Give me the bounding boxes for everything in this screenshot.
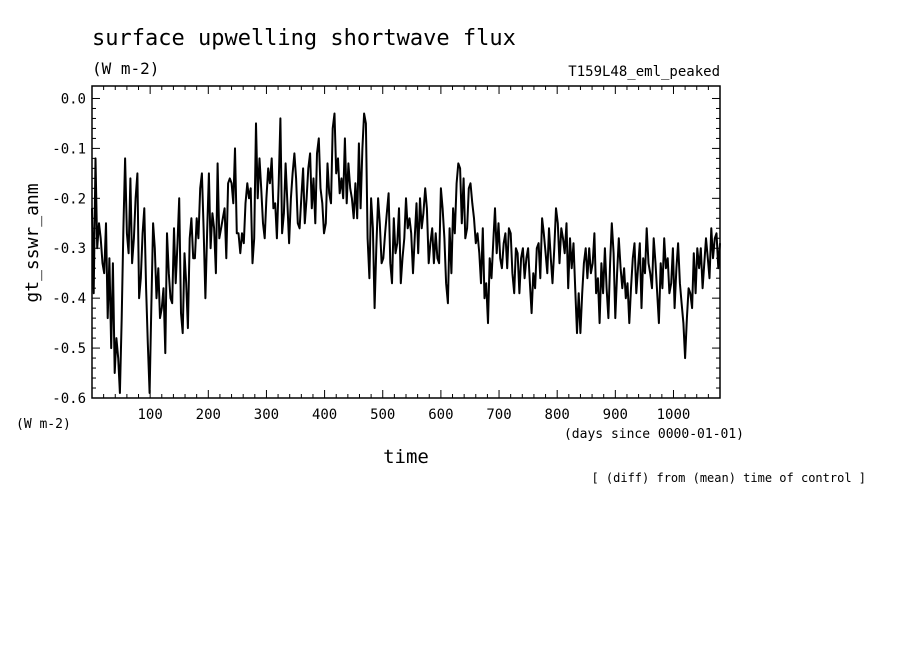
y-tick-label: -0.4 <box>52 291 86 307</box>
y-axis-ticks: 0.0 -0.1 -0.2 -0.3 -0.4 -0.5 -0.6 <box>52 91 720 407</box>
x-tick-label: 500 <box>370 407 395 423</box>
y-tick-label: -0.1 <box>52 141 86 157</box>
y-axis-unit: (W m-2) <box>16 417 71 432</box>
x-tick-label: 300 <box>254 407 279 423</box>
y-axis-label: gt_sswr_anm <box>22 183 43 302</box>
y-tick-label: -0.5 <box>52 341 86 357</box>
y-tick-label: 0.0 <box>61 91 86 107</box>
series-line <box>91 112 721 394</box>
x-tick-label: 400 <box>312 407 337 423</box>
chart-title: surface upwelling shortwave flux <box>92 26 516 51</box>
x-tick-label: 600 <box>428 407 453 423</box>
y-tick-label: -0.6 <box>52 391 86 407</box>
plot-frame <box>91 85 721 399</box>
x-tick-label: 200 <box>196 407 221 423</box>
x-tick-label: 100 <box>137 407 162 423</box>
chart-subtitle: (W m-2) <box>92 59 159 78</box>
x-tick-label: 700 <box>486 407 511 423</box>
x-tick-label: 900 <box>603 407 628 423</box>
y-tick-label: -0.2 <box>52 191 86 207</box>
run-label: T159L48_eml_peaked <box>568 64 720 80</box>
x-axis-label: time <box>383 446 429 468</box>
x-axis-unit: (days since 0000-01-01) <box>564 427 744 442</box>
baseline-note: [ (diff) from (mean) time of control ] <box>591 471 866 485</box>
y-tick-label: -0.3 <box>52 241 86 257</box>
x-tick-label: 800 <box>545 407 570 423</box>
x-tick-label: 1000 <box>657 407 691 423</box>
